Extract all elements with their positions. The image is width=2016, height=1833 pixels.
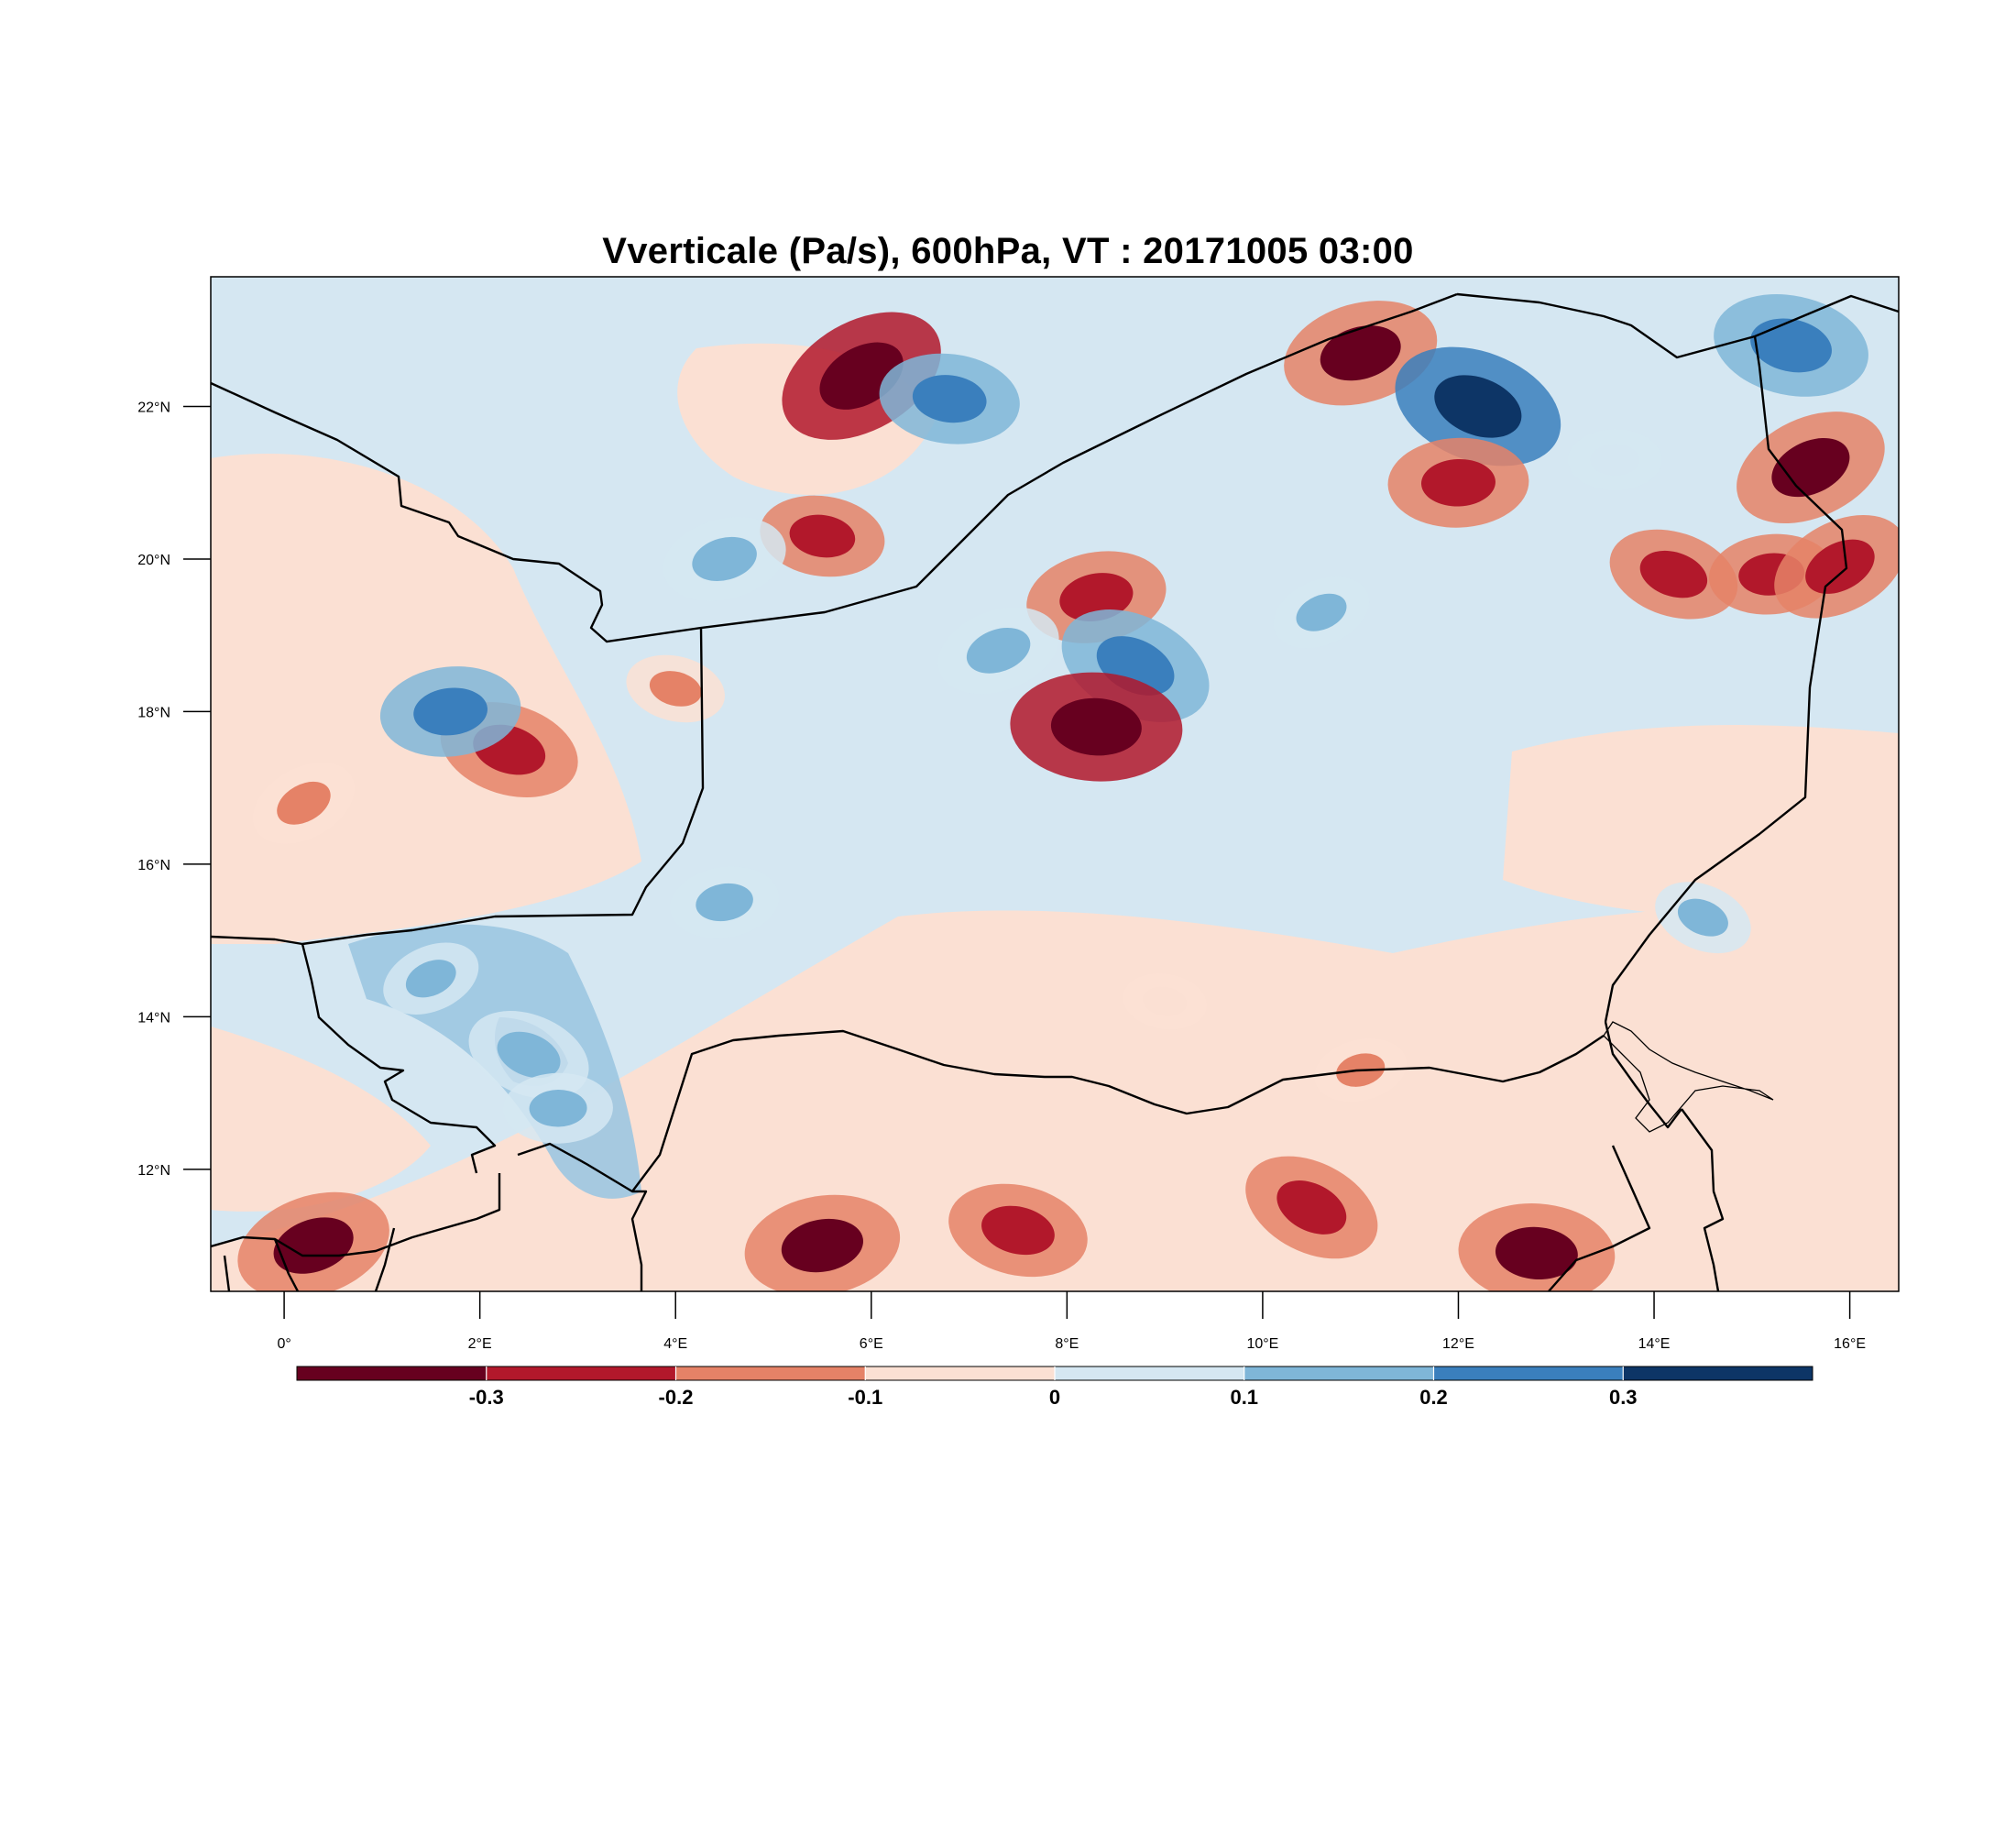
field-core [405,960,456,998]
colorbar-swatch [297,1367,487,1380]
field-core [1420,458,1496,507]
field-core [1059,573,1134,622]
field-core [781,1218,863,1273]
colorbar-label: 0 [1049,1386,1060,1409]
lat-tick-label: 14°N [137,1010,170,1026]
lat-axis: 12°N 14°N 16°N 18°N 20°N 22°N [137,400,211,1179]
border-burkina-ghana [211,1173,501,1257]
lon-tick-label: 10°E [1246,1336,1278,1352]
lat-tick-label: 16°N [137,858,170,873]
field-core [692,536,757,582]
field-core [413,687,488,736]
field-core [497,1031,561,1079]
colorbar-swatch [1244,1367,1434,1380]
border-mali-niger [211,627,705,946]
field-core [966,627,1031,674]
field-core [912,375,987,423]
field-core [1677,898,1728,937]
border-ghana-togo [223,1255,231,1291]
field-core [1750,318,1832,373]
colorbar-swatch [675,1367,866,1380]
field-core [1143,986,1188,1016]
colorbar-label: -0.1 [848,1386,882,1409]
positive-anomaly-east [1503,725,1899,920]
lon-tick-label: 6°E [860,1336,883,1352]
lake-chad-outline [1603,1021,1774,1133]
feature-blobs [237,294,1899,1291]
border-libya-chad [1604,335,1848,1023]
lon-tick-label: 4°E [663,1336,687,1352]
lon-tick-label: 12°E [1442,1336,1474,1352]
colorbar-swatch [1055,1367,1244,1380]
field-core [1276,1180,1347,1235]
border-algeria-niger [211,292,1458,643]
colorbar-label: 0.1 [1230,1386,1258,1409]
border-niger-nigeria [631,1029,1605,1192]
border-niger-libya [1456,292,1899,359]
lon-tick-label: 14°E [1638,1336,1671,1352]
field-core [789,514,856,558]
field-layer [211,294,1899,1291]
lon-tick-label: 16°E [1834,1336,1866,1352]
border-nigeria-cameroon [1548,1145,1651,1291]
colorbar-swatch [1623,1367,1813,1380]
field-core [981,1205,1055,1256]
colorbar-label: 0.2 [1419,1386,1448,1409]
colorbar-label: -0.3 [469,1386,504,1409]
lon-tick-label: 0° [277,1336,290,1352]
colorbar-swatch [865,1367,1055,1380]
lat-tick-label: 12°N [137,1163,170,1179]
positive-anomaly-sw [211,1026,431,1212]
border-benin-nigeria [374,1227,396,1291]
colorbar: -0.3 -0.2 -0.1 0 0.1 0.2 0.3 [296,1366,1813,1409]
field-core [1434,375,1522,438]
field-core [1495,1226,1578,1279]
map-frame [210,276,1900,1292]
lon-tick-label: 2°E [468,1336,492,1352]
field-core [1771,438,1850,498]
field-core [1639,550,1708,598]
field-core [1296,593,1347,631]
colorbar-swatch [1433,1367,1624,1380]
lat-tick-label: 20°N [137,553,170,568]
field-core [649,671,702,707]
border-chad-cameroon [1681,1108,1725,1291]
field-core [529,1089,587,1127]
field-core [1050,697,1142,756]
field-core [277,781,331,825]
colorbar-label: 0.3 [1609,1386,1638,1409]
colorbar-label: -0.2 [659,1386,694,1409]
field-core [696,883,753,922]
country-borders [211,292,1899,1291]
field-core [1320,325,1401,381]
border-togo-benin [273,1238,300,1291]
colorbar-swatch [486,1367,676,1380]
border-niger-burkina [301,943,497,1174]
lat-tick-label: 18°N [137,705,170,720]
lon-axis: 0° 2°E 4°E 6°E 8°E 10°E 12°E 14°E 16°E [277,1291,1866,1352]
border-chad-nigeria [1604,1021,1682,1129]
field-core [1805,539,1875,594]
field-core [273,1217,354,1274]
map-title: Vverticale (Pa/s), 600hPa, VT : 20171005… [602,231,1414,271]
lon-tick-label: 8°E [1055,1336,1079,1352]
field-core [1590,444,1640,477]
border-niger-benin [517,1142,648,1291]
lat-tick-label: 22°N [137,400,170,415]
